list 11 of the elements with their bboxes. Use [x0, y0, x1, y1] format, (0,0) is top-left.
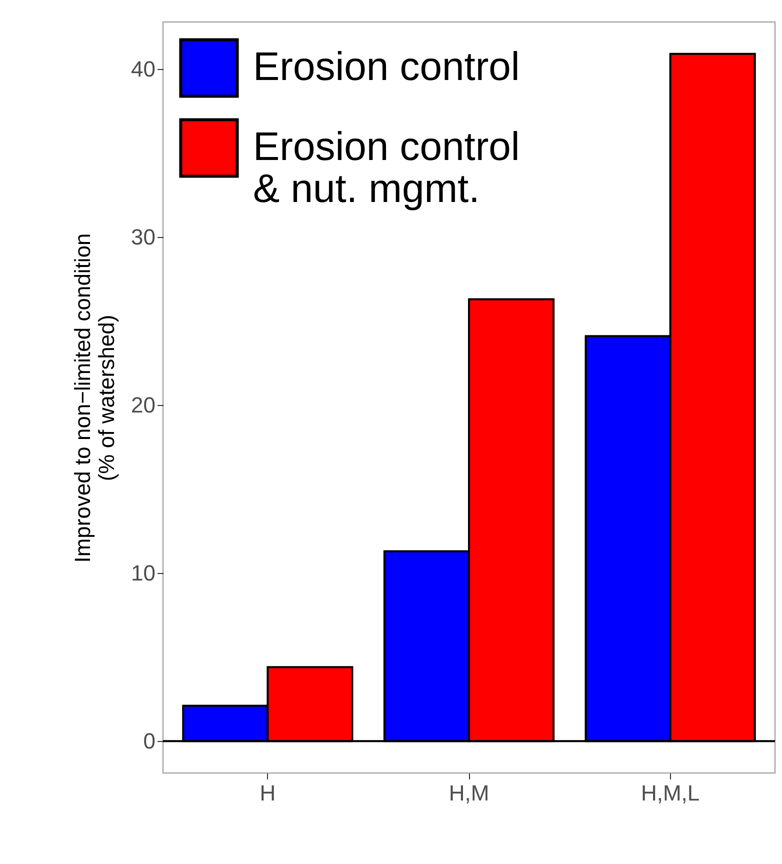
y-tick-label: 30 — [131, 224, 156, 250]
x-tick-label: H — [260, 780, 276, 806]
x-tick-label: H,M — [448, 780, 490, 806]
legend-label: Erosion control — [253, 45, 520, 89]
y-tick-label: 20 — [131, 392, 156, 418]
y-axis-title: Improved to non−limited condition (% of watershed) — [70, 233, 120, 563]
y-tick-label: 10 — [131, 560, 156, 586]
x-tick-label: H,M,L — [640, 780, 700, 806]
y-tick-label: 0 — [143, 728, 156, 754]
legend-label: Erosion control & nut. mgmt. — [253, 125, 520, 211]
y-tick-label: 40 — [131, 56, 156, 82]
